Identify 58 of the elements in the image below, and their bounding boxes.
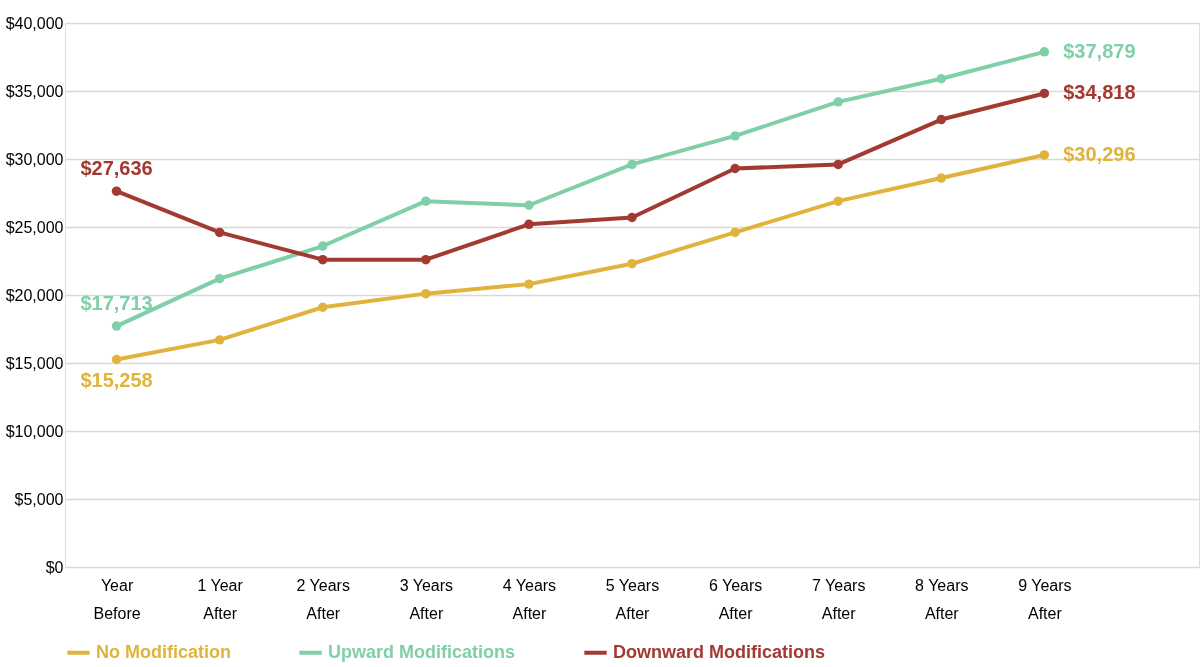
point	[111, 186, 122, 196]
point	[730, 131, 740, 141]
point	[111, 354, 122, 365]
point	[1039, 88, 1050, 99]
x-tick-label: 3 Years After	[399, 576, 454, 622]
y-tick-label: $30,000	[5, 150, 64, 168]
point	[1039, 150, 1050, 160]
data-label: $17,713	[80, 292, 153, 315]
point	[421, 196, 431, 206]
x-tick-label: Year Before	[93, 576, 141, 622]
data-label: $27,636	[80, 157, 153, 180]
point	[214, 227, 225, 238]
point	[627, 258, 637, 269]
point	[317, 241, 328, 251]
x-tick-label: 9 Years After	[1018, 576, 1072, 622]
point	[317, 302, 328, 312]
point	[524, 219, 534, 230]
point	[524, 279, 534, 289]
point	[1039, 47, 1050, 57]
data-label: $37,879	[1063, 39, 1136, 62]
x-tick-label: 1 Year After	[197, 576, 244, 622]
y-tick-label: $0	[45, 558, 64, 576]
point	[317, 254, 328, 265]
point	[833, 159, 843, 170]
point	[833, 97, 843, 107]
x-tick-label: 2 Years After	[296, 576, 350, 622]
y-tick-label: $40,000	[5, 14, 64, 32]
legend-label: Downward Modifications	[613, 641, 826, 662]
y-tick-label: $35,000	[5, 82, 64, 100]
y-tick-label: $10,000	[5, 422, 64, 440]
point	[627, 212, 637, 223]
point	[730, 163, 740, 174]
x-tick-label: 7 Years After	[811, 576, 866, 622]
y-tick-label: $5,000	[14, 490, 64, 508]
point	[214, 273, 225, 284]
point	[421, 288, 431, 299]
data-label: $30,296	[1063, 142, 1136, 165]
x-tick-label: 5 Years After	[605, 576, 660, 622]
point	[214, 335, 225, 345]
point	[627, 159, 637, 170]
y-tick-label: $20,000	[5, 286, 64, 304]
y-tick-label: $15,000	[5, 354, 64, 372]
point	[936, 114, 947, 125]
point	[833, 196, 843, 206]
legend-label: No Modification	[96, 641, 231, 662]
x-tick-label: 4 Years After	[502, 576, 557, 622]
data-label: $34,818	[1063, 81, 1136, 104]
point	[936, 173, 947, 183]
x-tick-label: 8 Years After	[915, 576, 969, 622]
point	[111, 321, 122, 331]
x-tick-label: 6 Years After	[708, 576, 763, 622]
point	[524, 200, 534, 210]
point	[936, 74, 947, 84]
point	[730, 227, 740, 238]
legend-label: Upward Modifications	[328, 641, 516, 662]
y-tick-label: $25,000	[5, 218, 64, 236]
data-label: $15,258	[80, 369, 153, 392]
point	[421, 254, 431, 265]
